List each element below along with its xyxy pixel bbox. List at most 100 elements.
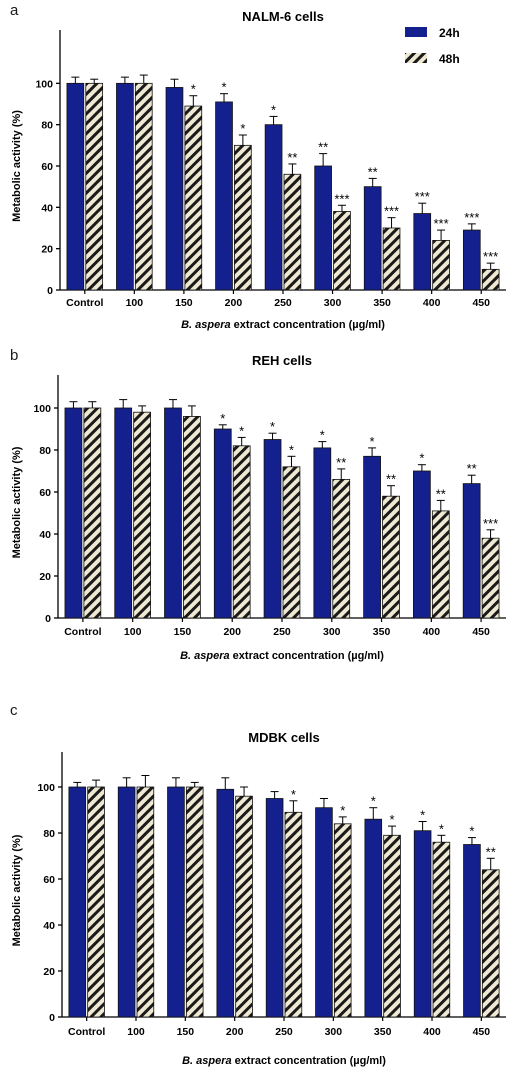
significance-label: ** — [486, 844, 496, 859]
bar-48h — [183, 416, 201, 619]
bar-48h — [481, 268, 500, 291]
x-tick-label: 350 — [374, 1026, 392, 1038]
x-tick-label: 200 — [225, 297, 243, 309]
x-tick-label: 400 — [423, 1026, 441, 1038]
y-tick-label: 60 — [43, 874, 55, 886]
bar-48h — [85, 82, 104, 291]
x-axis-label-italic: B. aspera — [182, 1055, 232, 1067]
x-tick-label: 300 — [324, 297, 342, 309]
chart-reh: REH cells 0 20 40 60 80 100 Metabolic activity … — [11, 353, 506, 662]
bar-24h — [117, 786, 136, 1018]
bar-24h — [64, 407, 83, 619]
bar-24h — [68, 786, 87, 1018]
bar-48h — [184, 105, 203, 291]
legend-label-48h: 48h — [439, 52, 460, 66]
y-tick-label: 80 — [39, 445, 51, 457]
bar-24h — [116, 82, 134, 291]
bar-48h — [382, 495, 400, 619]
y-axis-label: Metabolic activity (%) — [11, 110, 23, 222]
panel-b: b REH cells 0 20 40 60 80 100 Metabolic activit… — [0, 345, 526, 700]
y-tick-label: 0 — [49, 1012, 55, 1024]
significance-label: *** — [433, 216, 448, 231]
bar-48h — [332, 478, 351, 619]
chart-title: REH cells — [252, 353, 312, 368]
x-tick-label: 100 — [127, 1026, 145, 1038]
y-tick-label: 20 — [39, 571, 51, 583]
x-tick-label: 350 — [373, 297, 391, 309]
bar-24h — [164, 407, 182, 619]
significance-label: * — [220, 411, 225, 426]
y-axis-label: Metabolic activity (%) — [11, 446, 23, 558]
x-axis-label-italic: B. aspera — [180, 650, 230, 662]
bar-24h — [462, 229, 481, 291]
significance-label: * — [191, 82, 196, 97]
x-axis-label-rest: extract concentration (µg/ml) — [231, 319, 386, 331]
bar-24h — [167, 786, 185, 1018]
y-tick-label: 100 — [37, 782, 55, 794]
x-axis-label-italic: B. aspera — [181, 319, 231, 331]
bar-48h — [232, 445, 251, 619]
significance-label: * — [390, 812, 395, 827]
bar-48h — [431, 510, 450, 619]
x-tick-label: 450 — [472, 297, 490, 309]
x-tick-label: 400 — [423, 297, 441, 309]
significance-label: *** — [483, 249, 498, 264]
panel-label: b — [10, 347, 19, 364]
y-tick-label: 0 — [45, 613, 51, 625]
significance-label: * — [289, 442, 294, 457]
significance-label: * — [270, 419, 275, 434]
x-tick-label: 200 — [226, 1026, 244, 1038]
panel-label: c — [10, 702, 18, 719]
x-tick-label: 100 — [124, 626, 142, 638]
bar-24h — [462, 483, 481, 619]
bar-24h — [114, 407, 133, 619]
x-tick-label: 150 — [175, 297, 193, 309]
bar-48h — [383, 834, 401, 1018]
bar-48h — [432, 239, 450, 291]
y-tick-label: 80 — [43, 828, 55, 840]
x-tick-label: 250 — [275, 1026, 293, 1038]
x-tick-label: 100 — [126, 297, 144, 309]
significance-label: *** — [415, 189, 430, 204]
significance-label: ** — [318, 140, 328, 155]
chart-nalm6: NALM-6 cells 0 20 40 60 80 100 Metabolic activi… — [11, 9, 506, 331]
bar-48h — [136, 786, 155, 1018]
bar-48h — [134, 82, 153, 291]
significance-label: * — [320, 428, 325, 443]
x-tick-label: 300 — [325, 1026, 343, 1038]
bar-24h — [363, 186, 382, 291]
significance-label: * — [240, 121, 245, 136]
bar-48h — [83, 407, 102, 619]
bar-48h — [282, 466, 301, 619]
y-tick-label: 60 — [39, 487, 51, 499]
y-tick-label: 100 — [33, 403, 51, 415]
chart-title: MDBK cells — [248, 730, 320, 745]
bar-24h — [463, 844, 481, 1018]
bar-24h — [215, 101, 233, 291]
bar-24h — [413, 470, 431, 619]
x-tick-label: 300 — [323, 626, 341, 638]
significance-label: * — [370, 434, 375, 449]
bar-24h — [264, 124, 283, 291]
bar-24h — [216, 788, 235, 1018]
x-axis-label: B. aspera extract concentration (µg/ml) — [181, 319, 385, 331]
y-tick-label: 40 — [39, 529, 51, 541]
legend-swatch-24h — [405, 27, 427, 37]
bar-48h — [333, 823, 352, 1018]
significance-label: ** — [336, 455, 346, 470]
bar-24h — [313, 447, 332, 619]
significance-label: * — [439, 821, 444, 836]
x-tick-label: Control — [66, 297, 103, 309]
significance-label: * — [469, 824, 474, 839]
bar-24h — [363, 455, 381, 619]
x-tick-label: 150 — [177, 1026, 195, 1038]
significance-label: *** — [334, 191, 349, 206]
x-tick-label: Control — [68, 1026, 105, 1038]
bar-48h — [382, 227, 401, 291]
significance-label: ** — [436, 486, 446, 501]
bar-24h — [413, 830, 432, 1018]
significance-label: * — [239, 423, 244, 438]
significance-label: *** — [483, 516, 498, 531]
bar-48h — [333, 211, 351, 291]
legend-label-24h: 24h — [439, 26, 460, 40]
